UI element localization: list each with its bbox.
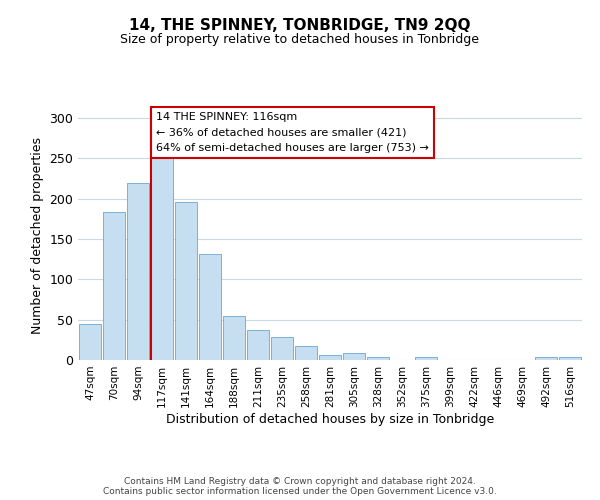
Text: Contains public sector information licensed under the Open Government Licence v3: Contains public sector information licen…: [103, 486, 497, 496]
Bar: [175, 202, 197, 360]
Bar: [151, 158, 173, 360]
Bar: [79, 324, 101, 360]
Bar: [367, 357, 389, 360]
Text: Size of property relative to detached houses in Tonbridge: Size of property relative to detached ho…: [121, 32, 479, 46]
Bar: [319, 355, 341, 360]
Bar: [271, 338, 293, 360]
Bar: [415, 357, 437, 360]
Text: 14, THE SPINNEY, TONBRIDGE, TN9 2QQ: 14, THE SPINNEY, TONBRIDGE, TN9 2QQ: [129, 18, 471, 32]
Bar: [127, 182, 149, 360]
Text: Contains HM Land Registry data © Crown copyright and database right 2024.: Contains HM Land Registry data © Crown c…: [124, 476, 476, 486]
Bar: [223, 316, 245, 360]
Bar: [103, 212, 125, 360]
Bar: [199, 254, 221, 360]
Bar: [343, 352, 365, 360]
Bar: [559, 357, 581, 360]
Bar: [295, 346, 317, 360]
X-axis label: Distribution of detached houses by size in Tonbridge: Distribution of detached houses by size …: [166, 412, 494, 426]
Bar: [535, 357, 557, 360]
Y-axis label: Number of detached properties: Number of detached properties: [31, 136, 44, 334]
Bar: [247, 330, 269, 360]
Text: 14 THE SPINNEY: 116sqm
← 36% of detached houses are smaller (421)
64% of semi-de: 14 THE SPINNEY: 116sqm ← 36% of detached…: [156, 112, 429, 153]
